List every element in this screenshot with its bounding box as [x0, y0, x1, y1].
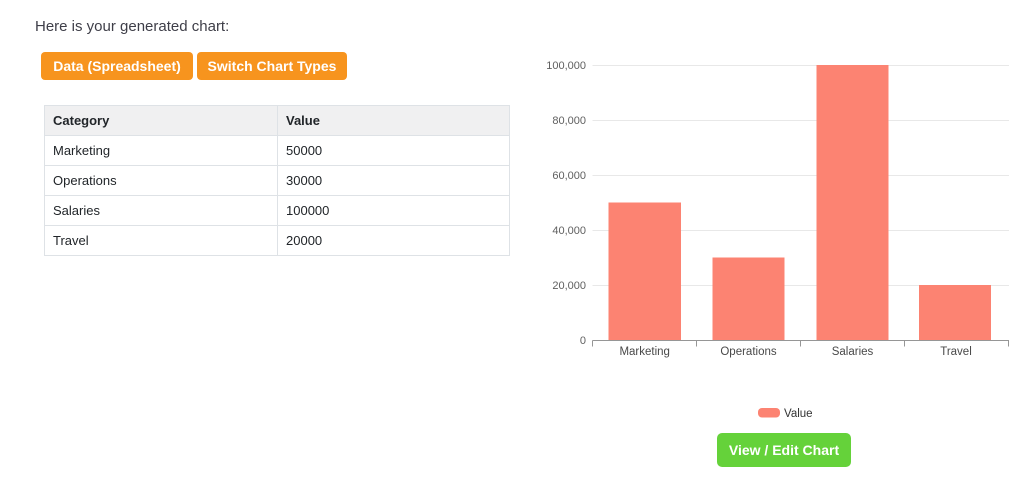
svg-text:Value: Value: [784, 408, 813, 420]
svg-text:100,000: 100,000: [546, 60, 586, 72]
svg-text:Salaries: Salaries: [832, 346, 874, 358]
svg-text:20,000: 20,000: [552, 280, 586, 292]
svg-text:60,000: 60,000: [552, 170, 586, 182]
svg-text:0: 0: [580, 335, 586, 347]
svg-text:Marketing: Marketing: [619, 346, 670, 358]
svg-text:40,000: 40,000: [552, 225, 586, 237]
svg-text:Travel: Travel: [940, 346, 972, 358]
svg-text:80,000: 80,000: [552, 115, 586, 127]
svg-text:Operations: Operations: [720, 346, 777, 358]
